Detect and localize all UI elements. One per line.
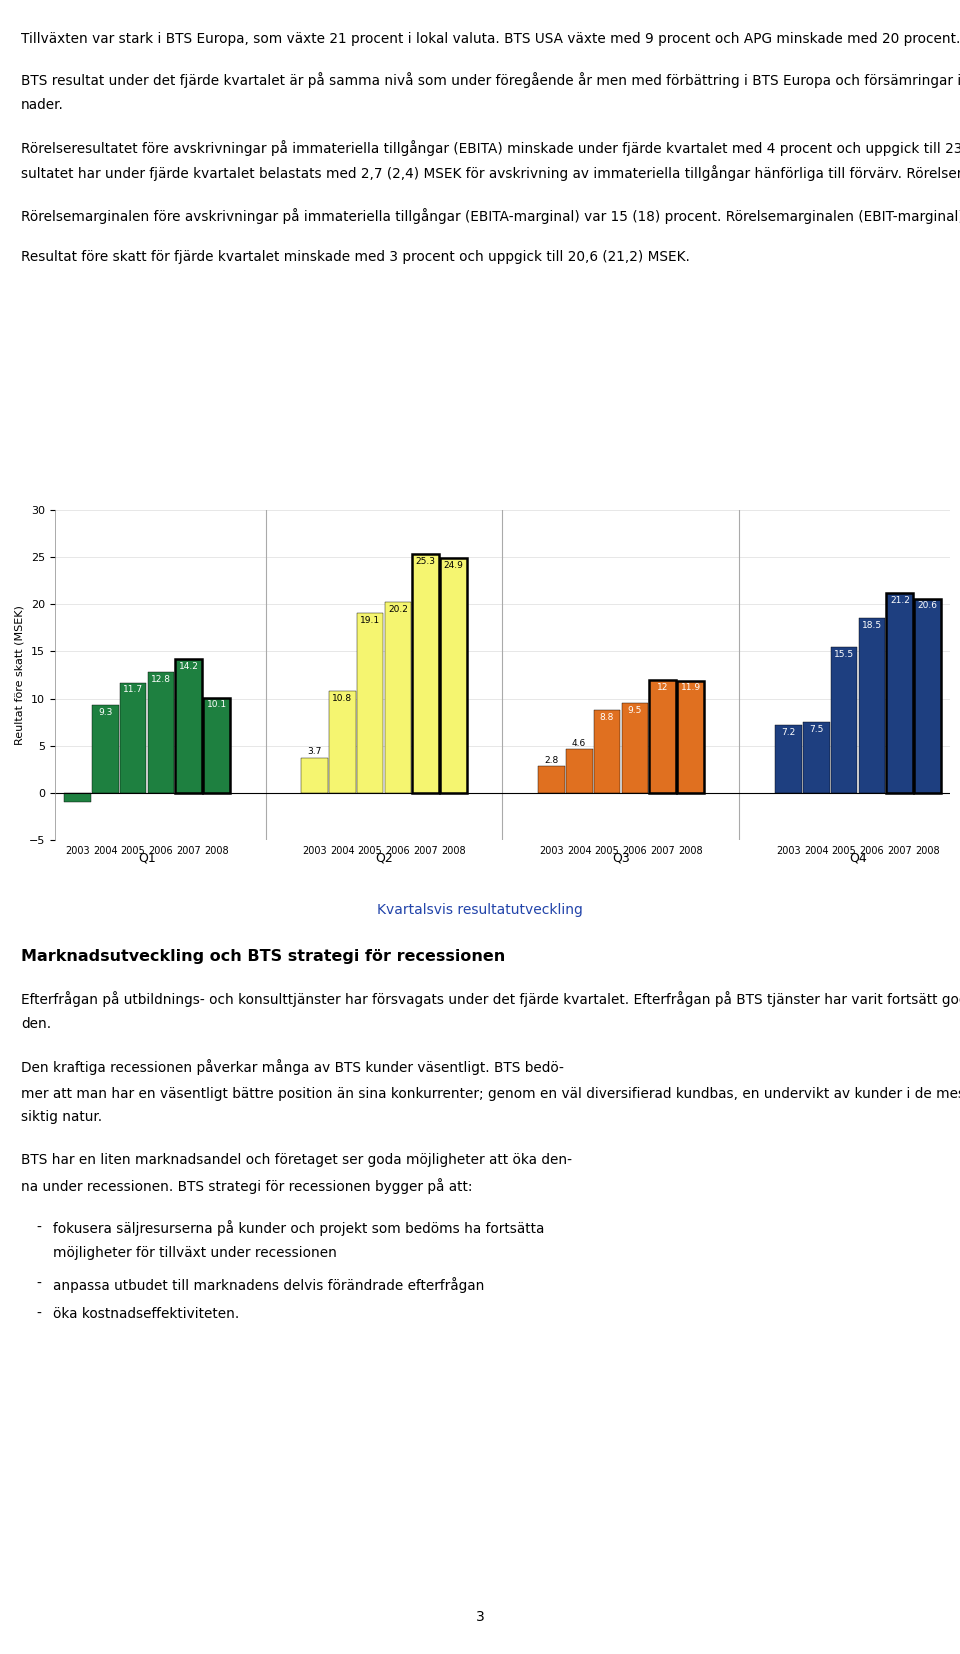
Bar (775, 724, 802, 792)
Bar (385, 602, 411, 792)
Bar (649, 680, 676, 792)
Text: öka kostnadseffektiviteten.: öka kostnadseffektiviteten. (53, 1307, 239, 1322)
Text: den.: den. (21, 1017, 51, 1030)
Text: nader.: nader. (21, 98, 64, 111)
Text: 14.2: 14.2 (179, 662, 199, 672)
Bar (621, 703, 648, 792)
Y-axis label: Reultat före skatt (MSEK): Reultat före skatt (MSEK) (14, 605, 25, 744)
Text: 12.8: 12.8 (151, 675, 171, 685)
Text: Q1: Q1 (138, 852, 156, 865)
Text: 15.5: 15.5 (834, 650, 854, 658)
Text: 10.8: 10.8 (332, 695, 352, 703)
Text: Marknadsutveckling och BTS strategi för recessionen: Marknadsutveckling och BTS strategi för … (21, 949, 505, 964)
Text: Q2: Q2 (375, 852, 393, 865)
Text: Kvartalsvis resultatutveckling: Kvartalsvis resultatutveckling (377, 903, 583, 916)
Text: 9.3: 9.3 (98, 708, 112, 716)
Text: Rörelsemarginalen före avskrivningar på immateriella tillgångar (EBITA-marginal): Rörelsemarginalen före avskrivningar på … (21, 207, 960, 223)
Text: 20.6: 20.6 (918, 602, 938, 610)
Bar (64, 792, 90, 802)
Text: 24.9: 24.9 (444, 561, 464, 571)
Bar (357, 612, 383, 792)
Bar (858, 619, 885, 792)
Text: fokusera säljresurserna på kunder och projekt som bedöms ha fortsätta: fokusera säljresurserna på kunder och pr… (53, 1221, 544, 1237)
Text: na under recessionen. BTS strategi för recessionen bygger på att:: na under recessionen. BTS strategi för r… (21, 1178, 472, 1194)
Text: Resultat före skatt för fjärde kvartalet minskade med 3 procent och uppgick till: Resultat före skatt för fjärde kvartalet… (21, 250, 690, 263)
Bar (204, 698, 230, 792)
Text: BTS har en liten marknadsandel och företaget ser goda möjligheter att öka den-: BTS har en liten marknadsandel och föret… (21, 1153, 572, 1166)
Text: Q3: Q3 (612, 852, 630, 865)
Text: 3: 3 (475, 1611, 485, 1624)
Bar (565, 749, 592, 792)
Text: 12: 12 (658, 683, 668, 691)
Text: 9.5: 9.5 (628, 706, 642, 715)
Text: BTS resultat under det fjärde kvartalet är på samma nivå som under föregående år: BTS resultat under det fjärde kvartalet … (21, 73, 960, 88)
Text: 25.3: 25.3 (416, 557, 436, 566)
Text: anpassa utbudet till marknadens delvis förändrade efterfrågan: anpassa utbudet till marknadens delvis f… (53, 1277, 484, 1293)
Text: 4.6: 4.6 (572, 739, 587, 748)
Bar (803, 723, 829, 792)
Text: 10.1: 10.1 (206, 700, 227, 710)
Text: Q4: Q4 (849, 852, 867, 865)
Bar (441, 557, 468, 792)
Text: 20.2: 20.2 (388, 605, 408, 614)
Text: 3.7: 3.7 (307, 748, 322, 756)
Text: -: - (36, 1307, 41, 1322)
Text: -: - (36, 1221, 41, 1234)
Bar (886, 594, 913, 792)
Bar (328, 691, 355, 792)
Bar (120, 683, 147, 792)
Text: möjligheter för tillväxt under recessionen: möjligheter för tillväxt under recession… (53, 1245, 337, 1260)
Bar (92, 705, 119, 792)
Text: Tillväxten var stark i BTS Europa, som växte 21 procent i lokal valuta. BTS USA : Tillväxten var stark i BTS Europa, som v… (21, 30, 960, 46)
Text: 11.9: 11.9 (681, 683, 701, 693)
Text: 7.2: 7.2 (781, 728, 796, 736)
Bar (678, 681, 704, 792)
Text: siktig natur.: siktig natur. (21, 1110, 103, 1125)
Text: -1: -1 (73, 804, 82, 812)
Text: 8.8: 8.8 (600, 713, 614, 721)
Bar (538, 766, 564, 792)
Text: Den kraftiga recessionen påverkar många av BTS kunder väsentligt. BTS bedö-: Den kraftiga recessionen påverkar många … (21, 1059, 564, 1075)
Text: 2.8: 2.8 (544, 756, 559, 764)
Text: Efterfrågan på utbildnings- och konsulttjänster har försvagats under det fjärde : Efterfrågan på utbildnings- och konsultt… (21, 991, 960, 1007)
Text: 21.2: 21.2 (890, 595, 910, 605)
Text: mer att man har en väsentligt bättre position än sina konkurrenter; genom en väl: mer att man har en väsentligt bättre pos… (21, 1085, 960, 1102)
Text: 19.1: 19.1 (360, 615, 380, 625)
Bar (300, 758, 327, 792)
Bar (413, 554, 440, 792)
Text: 7.5: 7.5 (809, 724, 824, 734)
Bar (914, 599, 941, 792)
Bar (593, 710, 620, 792)
Text: sultatet har under fjärde kvartalet belastats med 2,7 (2,4) MSEK för avskrivning: sultatet har under fjärde kvartalet bela… (21, 165, 960, 182)
Bar (830, 647, 857, 792)
Text: Rörelseresultatet före avskrivningar på immateriella tillgångar (EBITA) minskade: Rörelseresultatet före avskrivningar på … (21, 141, 960, 155)
Text: 11.7: 11.7 (123, 685, 143, 695)
Text: 18.5: 18.5 (862, 622, 882, 630)
Text: -: - (36, 1277, 41, 1290)
Bar (176, 658, 203, 792)
Bar (148, 672, 175, 792)
